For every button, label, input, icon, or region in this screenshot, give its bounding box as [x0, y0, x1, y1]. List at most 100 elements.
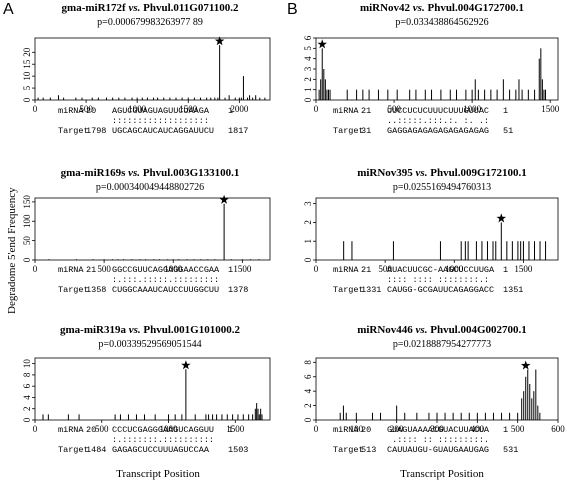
y-tick-label: 1 [303, 87, 313, 92]
match-line: ::::::::::::::::::: [112, 116, 209, 126]
y-tick-label: 3 [303, 66, 313, 71]
y-tick-label: 2 [303, 220, 313, 225]
p-value: p=0.0218887954277773 [392, 339, 492, 350]
x-tick-label: 1500 [541, 104, 560, 114]
mirna-end: 1 [503, 265, 509, 275]
star-icon [496, 213, 507, 223]
x-tick-label: 1500 [226, 424, 245, 434]
target-start: 1798 [86, 126, 107, 136]
mirna-start: 20 [361, 425, 372, 435]
title-vs: vs. [128, 2, 141, 14]
match-line: :::: :::: ::::::::.: [387, 275, 495, 285]
y-tick-label: 150 [22, 195, 32, 209]
y-tick-label: 6 [303, 374, 313, 379]
y-tick-label: 4 [303, 56, 313, 61]
x-tick-label: 1000 [128, 104, 147, 114]
y-tick-label: 2 [303, 77, 313, 82]
x-tick-label: 1500 [179, 104, 198, 114]
mirna-label: miRNA [58, 425, 84, 435]
target-start: 1484 [86, 445, 107, 455]
title-target: Phvul.004G172700.1 [427, 2, 525, 14]
star-icon [521, 360, 531, 370]
panel-title: gma-miR172f vs. Phvul.011G071100.2 [62, 2, 239, 14]
mirna-seq: GGCCGUUCAGGAGGAACCGAA [112, 265, 220, 275]
target-end: 1351 [503, 285, 524, 295]
y-tick-label: 6 [22, 383, 32, 388]
mirna-end: 1 [228, 106, 234, 116]
mirna-label: miRNA [58, 265, 84, 275]
title-target: Phvul.003G133100.1 [142, 167, 240, 179]
title-vs: vs. [412, 2, 425, 14]
star-icon [214, 36, 225, 46]
title-target: Phvul.009G172100.1 [430, 167, 527, 179]
plot-4: 0 500 1000 1500 0 1 2 3 [303, 197, 559, 274]
x-tick-label: 2000 [230, 104, 249, 114]
mirna-end: 1 [503, 425, 509, 435]
panel-title: gma-miR319a vs. Phvul.001G101000.2 [60, 324, 240, 336]
target-label: Target [58, 126, 89, 136]
mirna-start: 20 [86, 425, 97, 435]
target-end: 1817 [228, 126, 249, 136]
y-tick-label: 100 [22, 214, 32, 228]
mirna-end: 1 [228, 425, 234, 435]
mirna-start: 21 [361, 265, 372, 275]
title-mirna: miRNov446 [357, 324, 413, 336]
mirna-label: miRNA [333, 425, 359, 435]
mirna-start: 21 [86, 265, 97, 275]
panel-letter-a: A [3, 1, 14, 18]
p-value: p=0.033438864562926 [395, 17, 489, 28]
x-tick-label: 0 [314, 424, 319, 434]
mirna-seq: AUACUUCGC-AAGCUCCUUGA [387, 265, 495, 275]
y-tick-label: 0 [22, 417, 32, 422]
plot-frame [315, 197, 559, 261]
title-mirna: gma-miR172f [61, 2, 126, 14]
mirna-end: 1 [503, 106, 509, 116]
mirna-seq: CCCUCGAGGGAAGUCAGGUU [112, 425, 215, 435]
target-end: 1503 [228, 445, 249, 455]
y-tick-label: 0 [303, 97, 313, 102]
plot-2: 0 500 1000 1500 0 2 4 6 8 10 [22, 357, 271, 434]
p-value: p=0.000679983263977 89 [97, 17, 203, 28]
y-tick-label: 2 [303, 403, 313, 408]
mirna-end: 1 [228, 265, 234, 275]
panel-title: miRNov42 vs. Phvul.004G172700.1 [360, 2, 524, 14]
mirna-label: miRNA [333, 265, 359, 275]
y-tick-label: 10 [22, 359, 32, 369]
title-vs: vs. [128, 167, 141, 179]
title-mirna: gma-miR169s [60, 167, 126, 179]
plot-frame [34, 197, 271, 261]
target-label: Target [333, 126, 364, 136]
title-target: Phvul.011G071100.2 [143, 2, 239, 14]
title-target: Phvul.001G101000.2 [143, 324, 240, 336]
match-line: :.:::::::.:::::::::: [112, 435, 215, 445]
y-tick-label: 8 [303, 360, 313, 365]
y-tick-label: 20 [22, 47, 32, 57]
title-vs: vs. [415, 167, 428, 179]
y-tick-label: 5 [22, 85, 32, 90]
target-seq: UGCAGCAUCAUCAGGAUUCU [112, 126, 215, 136]
star-icon [219, 194, 229, 204]
mirna-start: 21 [361, 106, 372, 116]
x-tick-label: 500 [511, 424, 525, 434]
x-axis-label-right: Transcript Position [400, 468, 484, 480]
plot-0: 0 500 1000 1500 2000 0 5 10 15 20 [22, 36, 271, 114]
match-line: .:::: :: :::::::::. [387, 435, 490, 445]
x-tick-label: 1000 [160, 424, 179, 434]
plot-1: 0 500 1000 1500 0 50 100 150 [22, 194, 271, 274]
x-tick-label: 500 [97, 264, 111, 274]
x-axis-label-left: Transcript Position [116, 468, 200, 480]
target-end: 531 [503, 445, 519, 455]
x-tick-label: 200 [390, 424, 404, 434]
target-start: 1358 [86, 285, 107, 295]
p-value: p=0.000340049448802726 [95, 182, 205, 193]
x-tick-label: 500 [387, 104, 401, 114]
target-end: 1378 [228, 285, 249, 295]
target-label: Target [58, 285, 89, 295]
target-seq: GAGAGCUCCUUUAGUCCAA [112, 445, 209, 455]
y-tick-label: 2 [22, 406, 32, 411]
match-line: :.:::.:::::.::::::::: [112, 275, 220, 285]
plot-frame [34, 37, 271, 101]
x-tick-label: 400 [471, 424, 485, 434]
x-tick-label: 600 [551, 424, 565, 434]
plot-3: 0 500 1000 1500 0 1 2 3 4 5 6 [303, 35, 560, 114]
